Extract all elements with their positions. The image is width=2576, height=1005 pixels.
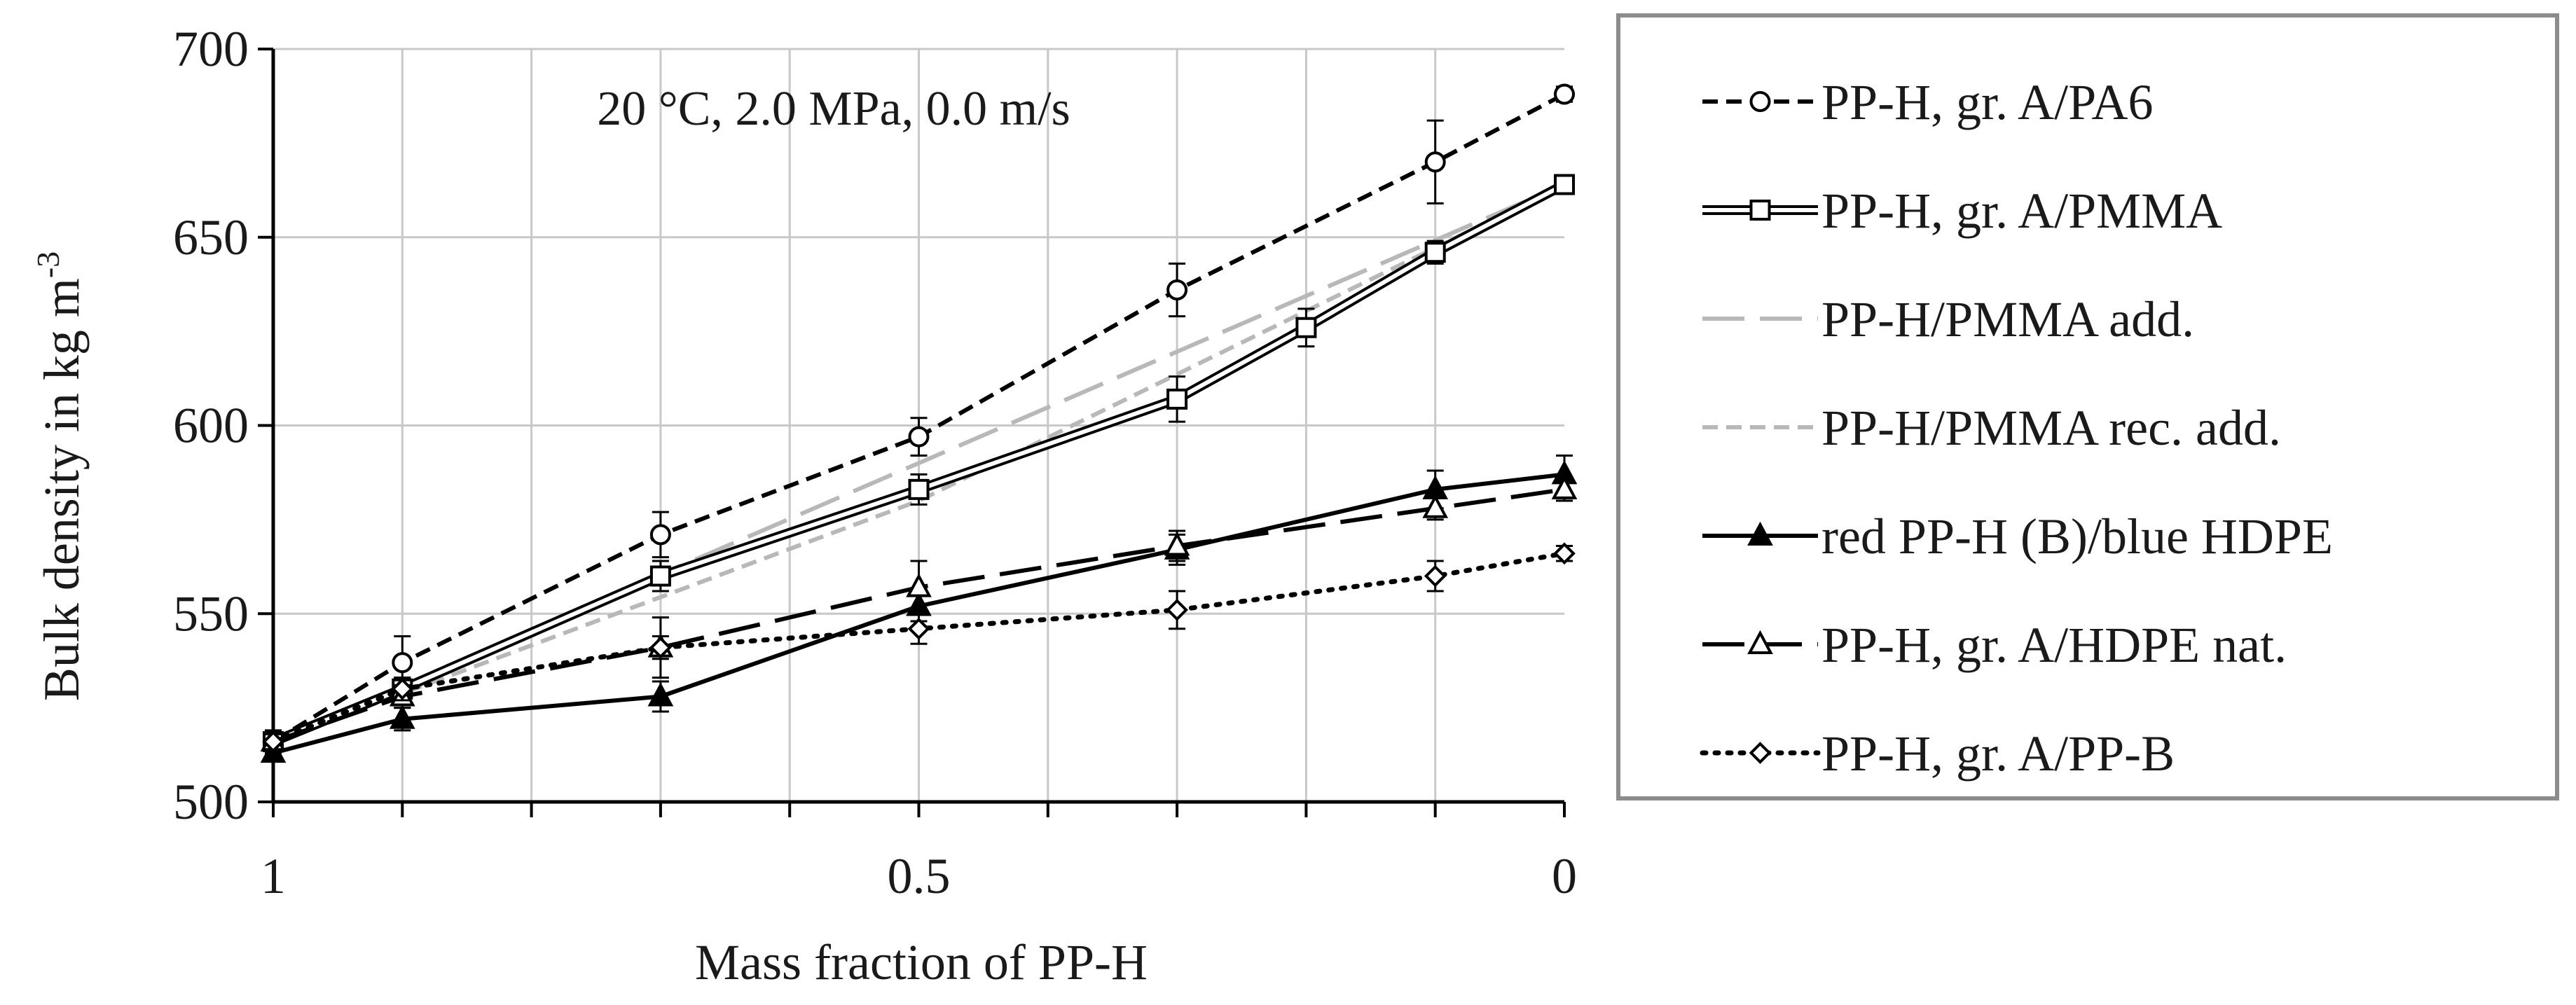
x-axis-title: Mass fraction of PP-H xyxy=(695,934,1148,990)
series-2 xyxy=(263,174,1575,752)
series-4 xyxy=(272,182,1566,744)
legend-label: PP-H/PMMA add. xyxy=(1821,291,2194,347)
legend-item: red PP-H (B)/blue HDPE xyxy=(1702,508,2333,564)
legend-item: PP-H/PMMA rec. add. xyxy=(1702,400,2281,456)
legend-label: red PP-H (B)/blue HDPE xyxy=(1821,508,2333,564)
y-tick-label: 500 xyxy=(173,774,249,830)
data-point-square xyxy=(1424,242,1446,263)
data-point-diamond xyxy=(649,636,672,659)
legend-box xyxy=(1616,13,2559,800)
x-tick-label: 1 xyxy=(261,848,286,904)
legend-label: PP-H, gr. A/PP-B xyxy=(1821,726,2175,782)
y-tick-label: 600 xyxy=(173,398,249,454)
data-point-triangle xyxy=(1164,532,1190,556)
data-point-triangle xyxy=(1747,630,1773,654)
data-point-triangle xyxy=(1422,494,1449,518)
data-point-square xyxy=(1166,388,1188,410)
tick-labels: 500 550 600 650 700 1 0.5 0 xyxy=(173,21,1577,904)
y-tick-label: 700 xyxy=(173,21,249,77)
data-point-square xyxy=(649,565,671,587)
plot-axes xyxy=(258,48,1566,817)
condition-annotation: 20 °C, 2.0 MPa, 0.0 m/s xyxy=(597,82,1070,136)
data-point-diamond xyxy=(262,730,284,753)
legend-label: PP-H, gr. A/PMMA xyxy=(1821,183,2222,239)
legend-item: PP-H, gr. A/HDPE nat. xyxy=(1702,617,2287,673)
data-point-circle xyxy=(649,524,671,546)
legend-label: PP-H, gr. A/PA6 xyxy=(1821,74,2154,130)
data-point-diamond xyxy=(1166,599,1188,621)
data-point-diamond xyxy=(391,677,414,700)
y-tick-label: 550 xyxy=(173,585,249,642)
legend-label: PP-H/PMMA rec. add. xyxy=(1821,400,2281,456)
data-point-triangle xyxy=(389,705,415,729)
y-tick-label: 650 xyxy=(173,209,249,265)
data-point-circle xyxy=(1554,83,1575,105)
data-point-diamond xyxy=(1553,542,1576,565)
legend-item: PP-H, gr. A/PMMA xyxy=(1702,183,2222,239)
x-tick-label: 0 xyxy=(1552,848,1577,904)
data-point-diamond xyxy=(1424,564,1447,588)
data-point-diamond xyxy=(1749,742,1772,764)
series-7 xyxy=(262,542,1576,753)
legend-label: PP-H, gr. A/HDPE nat. xyxy=(1821,617,2287,673)
y-axis-title: Bulk density in kg m-3 xyxy=(30,251,90,701)
x-tick-label: 0.5 xyxy=(888,848,951,904)
data-point-triangle xyxy=(906,573,932,597)
data-point-circle xyxy=(392,652,413,674)
data-point-circle xyxy=(908,426,930,448)
legend: PP-H, gr. A/PA6 PP-H, gr. A/PMMA PP-H/PMMA… xyxy=(1616,13,2559,800)
legend-item: PP-H, gr. A/PP-B xyxy=(1700,726,2175,782)
data-point-square xyxy=(908,478,930,500)
series-layer xyxy=(260,83,1578,763)
data-point-triangle xyxy=(1551,475,1578,499)
data-point-diamond xyxy=(907,617,930,640)
series-line-inner xyxy=(272,182,1566,744)
series-line xyxy=(272,182,1566,744)
data-point-square xyxy=(1295,317,1317,338)
data-point-square xyxy=(1749,200,1771,221)
legend-item: PP-H/PMMA add. xyxy=(1702,291,2194,347)
data-point-square xyxy=(1554,174,1575,195)
data-point-triangle xyxy=(1747,521,1773,546)
legend-item: PP-H, gr. A/PA6 xyxy=(1702,74,2154,130)
data-point-circle xyxy=(1166,279,1188,300)
data-point-circle xyxy=(1424,151,1446,173)
data-point-triangle xyxy=(647,682,674,707)
data-point-circle xyxy=(1749,91,1771,112)
